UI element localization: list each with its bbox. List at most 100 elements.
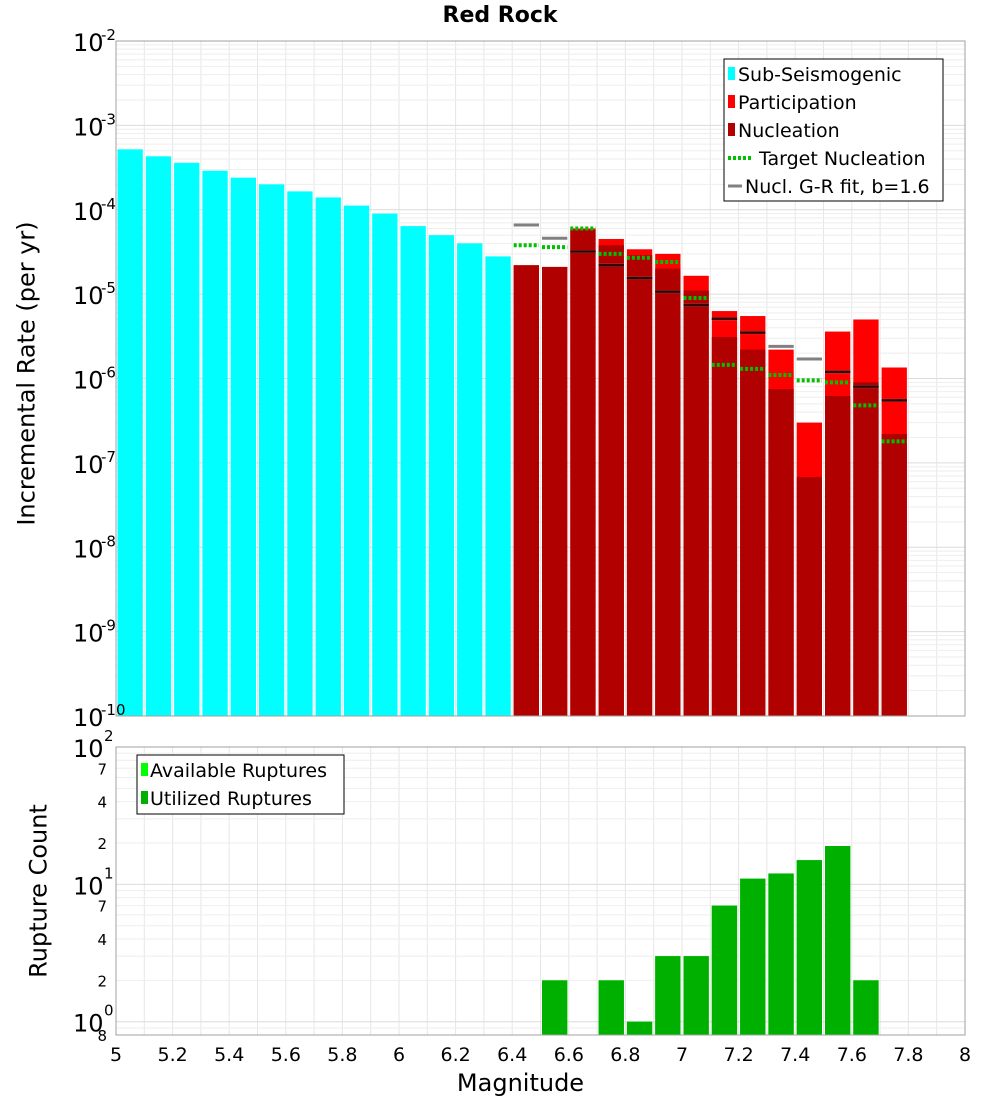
y-tick-exponent: 0 <box>104 1002 114 1020</box>
y-minor-tick-label: 7 <box>97 760 107 778</box>
y-minor-tick-label: 2 <box>97 972 107 990</box>
nucleation-bar <box>740 349 766 716</box>
utilized-ruptures-bar <box>598 980 624 1035</box>
sub-seismogenic-bar <box>174 162 200 716</box>
y-tick-label: 10 <box>73 620 104 648</box>
nucleation-bar <box>570 229 596 717</box>
sub-seismogenic-bar <box>145 156 172 717</box>
sub-seismogenic-bar <box>315 197 341 717</box>
nucleation-bar <box>768 389 794 716</box>
sub-seismogenic-bar <box>117 149 143 716</box>
sub-seismogenic-bar <box>230 177 256 716</box>
x-tick-label: 5.4 <box>214 1044 244 1066</box>
nucleation-bar <box>598 245 624 717</box>
x-tick-label: 5 <box>110 1044 122 1066</box>
y-tick-label: 10 <box>73 198 104 226</box>
sub-seismogenic-bar <box>259 184 285 717</box>
x-tick-label: 8 <box>959 1044 971 1066</box>
sub-seismogenic-bar <box>400 226 426 716</box>
utilized-ruptures-bar <box>796 860 822 1035</box>
utilized-ruptures-bar <box>683 956 709 1035</box>
x-tick-label: 7.2 <box>723 1044 753 1066</box>
utilized-ruptures-bar <box>711 905 738 1035</box>
y-tick-label: 10 <box>73 29 104 57</box>
sub-seismogenic-bar <box>202 170 228 716</box>
top-panel-frame <box>115 40 966 717</box>
utilized-ruptures-bar <box>542 980 568 1035</box>
x-tick-label: 6 <box>393 1044 405 1066</box>
y-minor-tick-label: 8 <box>97 1027 107 1045</box>
x-tick-label: 7.4 <box>780 1044 810 1066</box>
y-tick-label: 10 <box>73 535 104 563</box>
legend-swatch <box>728 95 735 108</box>
utilized-ruptures-bar <box>853 980 879 1035</box>
x-tick-label: 6.4 <box>497 1044 527 1066</box>
top-legend: Sub-Seismogenic Participation Nucleation Ta… <box>723 58 944 202</box>
y-tick-exponent: 2 <box>104 727 114 745</box>
sub-seismogenic-bar <box>372 213 398 717</box>
legend-swatch <box>728 123 735 136</box>
utilized-ruptures-bar <box>825 846 851 1035</box>
x-tick-label: 5.8 <box>327 1044 357 1066</box>
x-tick-label: 5.6 <box>271 1044 301 1066</box>
nucleation-bar <box>655 268 681 716</box>
sub-seismogenic-bar <box>343 205 370 716</box>
y-tick-exponent: -3 <box>101 110 116 128</box>
legend-swatch <box>141 763 148 776</box>
y-minor-tick-label: 2 <box>97 835 107 853</box>
nucleation-bar <box>825 396 851 716</box>
utilized-ruptures-bar <box>740 878 766 1035</box>
y-tick-exponent: -10 <box>101 701 126 719</box>
y-tick-exponent: -2 <box>101 26 116 44</box>
sub-seismogenic-bar <box>457 243 483 717</box>
legend-box <box>723 58 944 202</box>
y-minor-tick-label: 7 <box>97 898 107 916</box>
sub-seismogenic-bar <box>428 235 455 716</box>
y-tick-label: 10 <box>73 282 104 310</box>
y-tick-label: 10 <box>73 735 104 763</box>
x-tick-label: 6.2 <box>440 1044 470 1066</box>
legend-entry: Participation <box>738 92 857 114</box>
bottom-panel-bars <box>542 846 879 1035</box>
legend-entry: Utilized Ruptures <box>150 788 312 810</box>
y-tick-label: 10 <box>73 704 104 732</box>
x-tick-label: 5.2 <box>157 1044 187 1066</box>
y-tick-label: 10 <box>73 872 104 900</box>
nucleation-bar <box>626 255 653 716</box>
y-tick-exponent: -6 <box>101 364 116 382</box>
nucleation-bar <box>542 266 568 716</box>
legend-entry: Nucleation <box>738 120 840 142</box>
y-tick-exponent: -4 <box>101 195 116 213</box>
x-tick-label: 6.8 <box>610 1044 640 1066</box>
x-tick-label: 7.8 <box>893 1044 923 1066</box>
legend-entry: Sub-Seismogenic <box>738 64 902 86</box>
chart-title: Red Rock <box>443 3 559 28</box>
y-tick-exponent: -7 <box>101 448 116 466</box>
bottom-legend: Available Ruptures Utilized Ruptures <box>136 754 345 815</box>
legend-swatch <box>141 791 148 804</box>
y-tick-label: 10 <box>73 1010 104 1038</box>
y-tick-exponent: -8 <box>101 532 116 550</box>
y-tick-exponent: 1 <box>104 864 114 882</box>
x-axis-label: Magnitude <box>457 1069 584 1097</box>
top-y-axis-label: Incremental Rate (per yr) <box>12 221 40 525</box>
y-tick-label: 10 <box>73 367 104 395</box>
legend-entry: Nucl. G-R fit, b=1.6 <box>745 176 930 198</box>
nucleation-bar <box>711 337 738 716</box>
x-tick-label: 6.6 <box>554 1044 584 1066</box>
legend-swatch <box>728 67 735 80</box>
utilized-ruptures-bar <box>768 873 794 1035</box>
y-tick-exponent: -9 <box>101 617 116 635</box>
nucleation-bar <box>853 382 879 716</box>
bottom-y-axis-label: Rupture Count <box>24 804 52 978</box>
nucleation-bar <box>513 265 539 716</box>
utilized-ruptures-bar <box>626 1021 653 1035</box>
x-tick-labels: 5 5.2 5.4 5.6 5.8 6 6.2 6.4 6.6 6.8 7 7.2 7.4 7.6 7.8 8 <box>110 1044 971 1066</box>
legend-box <box>136 754 345 815</box>
y-tick-label: 10 <box>73 451 104 479</box>
x-tick-label: 7.6 <box>837 1044 867 1066</box>
legend-entry: Available Ruptures <box>150 760 327 782</box>
